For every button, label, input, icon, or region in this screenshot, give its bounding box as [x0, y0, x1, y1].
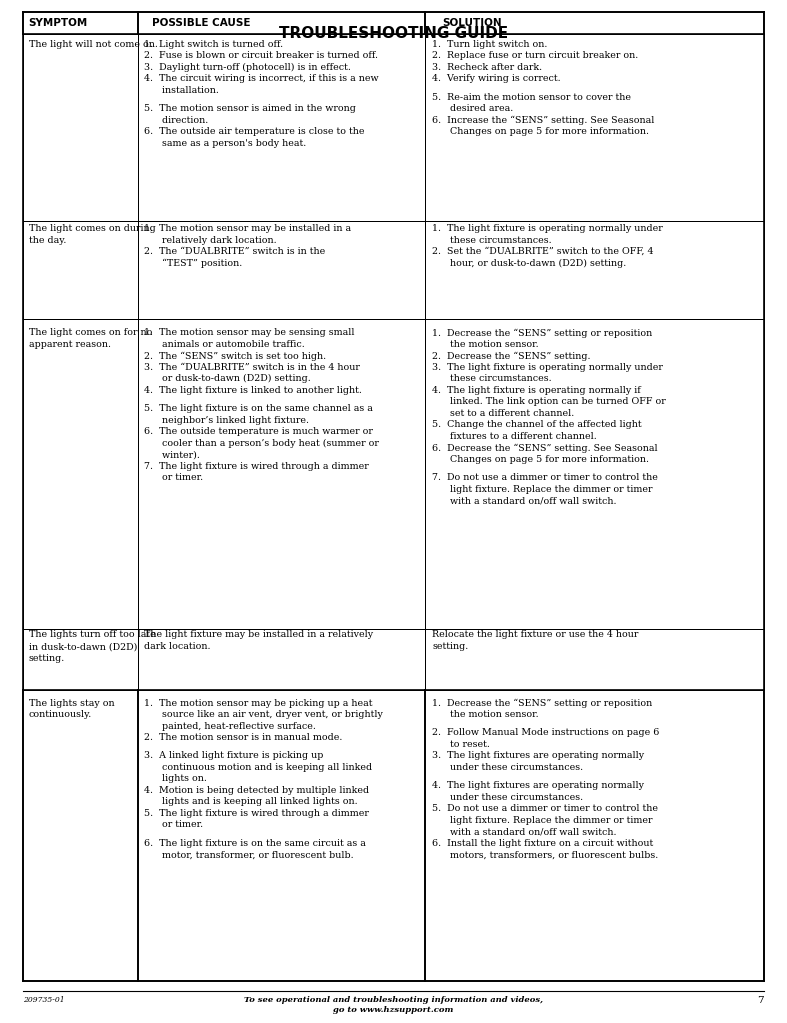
Text: these circumstances.: these circumstances.	[432, 235, 552, 244]
Text: with a standard on/off wall switch.: with a standard on/off wall switch.	[432, 828, 617, 837]
Text: 1.  The motion sensor may be installed in a: 1. The motion sensor may be installed in…	[143, 224, 351, 233]
Text: continuous motion and is keeping all linked: continuous motion and is keeping all lin…	[143, 763, 371, 772]
Text: The lights turn off too late
in dusk-to-dawn (D2D)
setting.: The lights turn off too late in dusk-to-…	[29, 630, 156, 663]
Text: The light fixture may be installed in a relatively: The light fixture may be installed in a …	[143, 630, 373, 639]
Text: under these circumstances.: under these circumstances.	[432, 763, 583, 772]
Text: 3.  The light fixture is operating normally under: 3. The light fixture is operating normal…	[432, 363, 663, 372]
Text: dark location.: dark location.	[143, 642, 210, 651]
Text: 4.  The light fixture is linked to another light.: 4. The light fixture is linked to anothe…	[143, 386, 361, 395]
Text: linked. The link option can be turned OFF or: linked. The link option can be turned OF…	[432, 397, 666, 406]
Text: light fixture. Replace the dimmer or timer: light fixture. Replace the dimmer or tim…	[432, 485, 652, 494]
Text: neighbor’s linked light fixture.: neighbor’s linked light fixture.	[143, 415, 309, 425]
Text: these circumstances.: these circumstances.	[432, 374, 552, 384]
Text: 1.  The motion sensor may be picking up a heat: 1. The motion sensor may be picking up a…	[143, 699, 372, 708]
Text: 2.  The motion sensor is in manual mode.: 2. The motion sensor is in manual mode.	[143, 733, 342, 742]
Text: under these circumstances.: under these circumstances.	[432, 793, 583, 802]
Text: direction.: direction.	[143, 116, 208, 125]
Text: painted, heat-reflective surface.: painted, heat-reflective surface.	[143, 721, 316, 730]
Text: 2.  The “DUALBRITE” switch is in the: 2. The “DUALBRITE” switch is in the	[143, 248, 325, 256]
Text: 6.  The outside air temperature is close to the: 6. The outside air temperature is close …	[143, 127, 364, 136]
Text: 4.  The light fixtures are operating normally: 4. The light fixtures are operating norm…	[432, 782, 644, 791]
Text: The light will not come on.: The light will not come on.	[29, 40, 157, 49]
Text: 3.  Recheck after dark.: 3. Recheck after dark.	[432, 62, 542, 72]
Text: 3.  The light fixtures are operating normally: 3. The light fixtures are operating norm…	[432, 752, 645, 760]
Text: Relocate the light fixture or use the 4 hour: Relocate the light fixture or use the 4 …	[432, 630, 638, 639]
Text: 4.  The light fixture is operating normally if: 4. The light fixture is operating normal…	[432, 386, 641, 395]
Text: 5.  The light fixture is wired through a dimmer: 5. The light fixture is wired through a …	[143, 809, 368, 818]
Text: or timer.: or timer.	[143, 474, 203, 482]
Text: 2.  The “SENS” switch is set too high.: 2. The “SENS” switch is set too high.	[143, 351, 326, 361]
Text: 1.  Decrease the “SENS” setting or reposition: 1. Decrease the “SENS” setting or reposi…	[432, 699, 652, 708]
Text: 1.  The motion sensor may be sensing small: 1. The motion sensor may be sensing smal…	[143, 328, 354, 338]
Text: 2.  Fuse is blown or circuit breaker is turned off.: 2. Fuse is blown or circuit breaker is t…	[143, 51, 378, 60]
Text: To see operational and troubleshooting information and videos,
go to www.hzsuppo: To see operational and troubleshooting i…	[244, 996, 543, 1014]
Text: or dusk-to-dawn (D2D) setting.: or dusk-to-dawn (D2D) setting.	[143, 374, 310, 384]
Text: 7: 7	[757, 996, 764, 1006]
Text: 4.  Motion is being detected by multiple linked: 4. Motion is being detected by multiple …	[143, 786, 369, 795]
Text: lights on.: lights on.	[143, 774, 206, 784]
Text: The lights stay on
continuously.: The lights stay on continuously.	[29, 699, 114, 719]
Text: same as a person's body heat.: same as a person's body heat.	[143, 138, 306, 147]
Text: light fixture. Replace the dimmer or timer: light fixture. Replace the dimmer or tim…	[432, 816, 652, 825]
Text: 6.  Increase the “SENS” setting. See Seasonal: 6. Increase the “SENS” setting. See Seas…	[432, 116, 655, 125]
Text: or timer.: or timer.	[143, 820, 203, 830]
Text: 2.  Follow Manual Mode instructions on page 6: 2. Follow Manual Mode instructions on pa…	[432, 728, 660, 738]
Text: 6.  The outside temperature is much warmer or: 6. The outside temperature is much warme…	[143, 428, 372, 437]
Text: SOLUTION: SOLUTION	[442, 18, 502, 28]
Text: with a standard on/off wall switch.: with a standard on/off wall switch.	[432, 496, 617, 505]
Text: relatively dark location.: relatively dark location.	[143, 235, 276, 244]
Text: hour, or dusk-to-dawn (D2D) setting.: hour, or dusk-to-dawn (D2D) setting.	[432, 259, 626, 268]
Text: The light comes on during
the day.: The light comes on during the day.	[29, 224, 156, 244]
Text: installation.: installation.	[143, 86, 219, 94]
Text: 3.  Daylight turn-off (photocell) is in effect.: 3. Daylight turn-off (photocell) is in e…	[143, 62, 350, 72]
Text: 5.  The light fixture is on the same channel as a: 5. The light fixture is on the same chan…	[143, 404, 372, 413]
Text: to reset.: to reset.	[432, 740, 490, 749]
Text: 1.  The light fixture is operating normally under: 1. The light fixture is operating normal…	[432, 224, 663, 233]
Text: desired area.: desired area.	[432, 104, 513, 114]
Text: 2.  Decrease the “SENS” setting.: 2. Decrease the “SENS” setting.	[432, 351, 590, 361]
Text: setting.: setting.	[432, 642, 468, 651]
Text: motor, transformer, or fluorescent bulb.: motor, transformer, or fluorescent bulb.	[143, 850, 353, 859]
Text: TROUBLESHOOTING GUIDE: TROUBLESHOOTING GUIDE	[279, 26, 508, 41]
Text: 1.  Turn light switch on.: 1. Turn light switch on.	[432, 40, 548, 49]
Text: 4.  The circuit wiring is incorrect, if this is a new: 4. The circuit wiring is incorrect, if t…	[143, 74, 379, 83]
Text: 6.  Install the light fixture on a circuit without: 6. Install the light fixture on a circui…	[432, 839, 653, 848]
Text: 6.  Decrease the “SENS” setting. See Seasonal: 6. Decrease the “SENS” setting. See Seas…	[432, 443, 658, 453]
Text: 2.  Replace fuse or turn circuit breaker on.: 2. Replace fuse or turn circuit breaker …	[432, 51, 638, 60]
Text: The light comes on for no
apparent reason.: The light comes on for no apparent reaso…	[29, 328, 152, 349]
Text: winter).: winter).	[143, 450, 199, 459]
Text: 6.  The light fixture is on the same circuit as a: 6. The light fixture is on the same circ…	[143, 839, 365, 848]
Text: cooler than a person’s body heat (summer or: cooler than a person’s body heat (summer…	[143, 439, 379, 448]
Text: 1.  Light switch is turned off.: 1. Light switch is turned off.	[143, 40, 283, 49]
Text: 3.  The “DUALBRITE” switch is in the 4 hour: 3. The “DUALBRITE” switch is in the 4 ho…	[143, 363, 360, 372]
Text: 7.  Do not use a dimmer or timer to control the: 7. Do not use a dimmer or timer to contr…	[432, 474, 658, 482]
Text: 5.  The motion sensor is aimed in the wrong: 5. The motion sensor is aimed in the wro…	[143, 104, 356, 114]
Text: source like an air vent, dryer vent, or brightly: source like an air vent, dryer vent, or …	[143, 710, 382, 719]
Text: 209735-01: 209735-01	[23, 996, 65, 1005]
Text: set to a different channel.: set to a different channel.	[432, 409, 575, 417]
Text: 7.  The light fixture is wired through a dimmer: 7. The light fixture is wired through a …	[143, 461, 368, 471]
Text: POSSIBLE CAUSE: POSSIBLE CAUSE	[152, 18, 251, 28]
Text: the motion sensor.: the motion sensor.	[432, 710, 539, 719]
Text: 2.  Set the “DUALBRITE” switch to the OFF, 4: 2. Set the “DUALBRITE” switch to the OFF…	[432, 248, 654, 256]
Text: 4.  Verify wiring is correct.: 4. Verify wiring is correct.	[432, 74, 561, 83]
Text: 1.  Decrease the “SENS” setting or reposition: 1. Decrease the “SENS” setting or reposi…	[432, 328, 652, 338]
Text: 3.  A linked light fixture is picking up: 3. A linked light fixture is picking up	[143, 752, 323, 760]
Text: 5.  Change the channel of the affected light: 5. Change the channel of the affected li…	[432, 420, 641, 430]
Text: the motion sensor.: the motion sensor.	[432, 340, 539, 349]
Text: Changes on page 5 for more information.: Changes on page 5 for more information.	[432, 455, 649, 463]
Text: fixtures to a different channel.: fixtures to a different channel.	[432, 432, 597, 441]
Text: 5.  Re-aim the motion sensor to cover the: 5. Re-aim the motion sensor to cover the	[432, 92, 631, 101]
Text: “TEST” position.: “TEST” position.	[143, 259, 242, 268]
Text: 5.  Do not use a dimmer or timer to control the: 5. Do not use a dimmer or timer to contr…	[432, 804, 658, 813]
Text: animals or automobile traffic.: animals or automobile traffic.	[143, 340, 305, 349]
Text: SYMPTOM: SYMPTOM	[29, 18, 88, 28]
Text: lights and is keeping all linked lights on.: lights and is keeping all linked lights …	[143, 798, 357, 806]
Text: motors, transformers, or fluorescent bulbs.: motors, transformers, or fluorescent bul…	[432, 850, 659, 859]
Text: Changes on page 5 for more information.: Changes on page 5 for more information.	[432, 127, 649, 136]
